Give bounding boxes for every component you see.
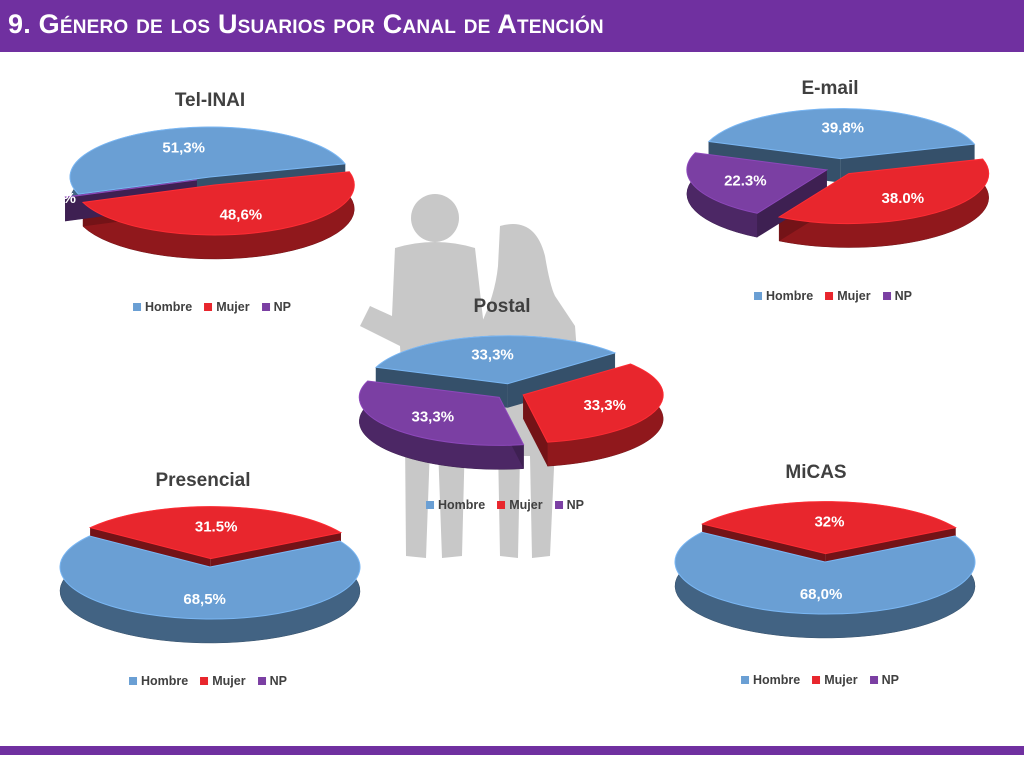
legend-swatch-np [882, 292, 891, 300]
slice-mujer [522, 363, 664, 443]
data-label-mujer: 38.0% [882, 190, 925, 207]
legend-label-mujer: Mujer [212, 674, 246, 688]
legend-item-hombre: Hombre [133, 300, 192, 314]
legend-swatch-hombre [129, 677, 138, 685]
legend-item-hombre: Hombre [129, 674, 188, 688]
title-bar: 9. Género de los Usuarios por Canal de A… [0, 0, 1024, 52]
data-label-hombre: 68,5% [183, 591, 226, 608]
legend-item-mujer: Mujer [825, 289, 871, 303]
legend-swatch-mujer [825, 292, 834, 300]
slice-np [358, 380, 525, 446]
slice-mujer [88, 506, 343, 560]
legend-item-mujer: Mujer [200, 674, 246, 688]
pie-chart-presencial: 68,5% 31.5% [59, 506, 361, 644]
data-label-hombre: 51,3% [162, 139, 205, 156]
slice-hombre [69, 126, 346, 195]
legend-label-hombre: Hombre [766, 289, 814, 303]
legend-label-mujer: Mujer [216, 300, 250, 314]
page-title: 9. Género de los Usuarios por Canal de A… [8, 9, 604, 39]
pie-chart-micas: 68,0% 32% [674, 501, 976, 639]
legend-label-hombre: Hombre [145, 300, 193, 314]
legend-label-np: NP [273, 300, 291, 314]
data-label-mujer: 31.5% [195, 518, 238, 535]
data-label-np: 33,3% [412, 409, 455, 426]
legend-swatch-np [257, 677, 266, 685]
pie-chart-tel-inai: 51,3% 48,6% 0.1% [42, 126, 355, 260]
slice-mujer [81, 171, 355, 236]
legend-swatch-np [554, 501, 563, 509]
legend-label-hombre: Hombre [753, 673, 801, 687]
slice-hombre [374, 335, 617, 385]
legend-item-hombre: Hombre [426, 498, 485, 512]
legend-label-np: NP [894, 289, 912, 303]
legend-swatch-np [261, 303, 270, 311]
legend-swatch-mujer [204, 303, 213, 311]
legend-label-mujer: Mujer [824, 673, 858, 687]
chart-title-tel-inai: Tel-INAI [174, 90, 246, 111]
chart-title-micas: MiCAS [785, 462, 847, 483]
bottom-bar [0, 746, 1024, 755]
legend-item-hombre: Hombre [741, 673, 800, 687]
slice-np [686, 152, 829, 214]
legend-item-mujer: Mujer [204, 300, 250, 314]
chart-title-email: E-mail [801, 78, 859, 99]
legend-label-mujer: Mujer [509, 498, 543, 512]
slice-mujer [777, 158, 990, 225]
legend-swatch-hombre [133, 303, 142, 311]
legend-item-np: NP [554, 498, 584, 512]
slice-mujer [700, 501, 957, 555]
legend-swatch-hombre [754, 292, 763, 300]
legend-item-np: NP [261, 300, 291, 314]
legend-label-np: NP [566, 498, 584, 512]
legend-item-mujer: Mujer [812, 673, 858, 687]
slice-np [64, 179, 197, 198]
legend-label-mujer: Mujer [837, 289, 871, 303]
legend-swatch-mujer [200, 677, 209, 685]
pie-chart-postal: 33,3% 33,3% 33,3% [358, 335, 664, 470]
data-label-hombre: 39,8% [821, 120, 864, 137]
legend-label-np: NP [881, 673, 899, 687]
data-label-mujer: 32% [814, 513, 844, 530]
legend-swatch-mujer [812, 676, 821, 684]
slice-hombre [59, 535, 361, 620]
legend-label-hombre: Hombre [141, 674, 189, 688]
legend-email: Hombre Mujer NP [754, 289, 912, 303]
legend-swatch-hombre [741, 676, 750, 684]
legend-label-np: NP [269, 674, 287, 688]
data-label-mujer: 33,3% [583, 397, 626, 414]
legend-micas: Hombre Mujer NP [741, 673, 899, 687]
legend-label-hombre: Hombre [438, 498, 486, 512]
pie-chart-email: 39,8% 38.0% 22.3% [686, 108, 990, 248]
chart-title-presencial: Presencial [155, 470, 251, 491]
data-label-hombre: 68,0% [800, 586, 843, 603]
data-label-np: 22.3% [724, 173, 767, 190]
legend-item-mujer: Mujer [497, 498, 543, 512]
legend-item-np: NP [257, 674, 287, 688]
legend-item-np: NP [882, 289, 912, 303]
slice-hombre [707, 108, 976, 160]
chart-title-postal: Postal [473, 296, 531, 317]
legend-item-np: NP [869, 673, 899, 687]
legend-presencial: Hombre Mujer NP [129, 674, 287, 688]
data-label-np: 0.1% [42, 190, 76, 207]
data-label-hombre: 33,3% [471, 346, 514, 363]
legend-tel-inai: Hombre Mujer NP [133, 300, 291, 314]
legend-swatch-hombre [426, 501, 435, 509]
legend-swatch-mujer [497, 501, 506, 509]
slice-hombre [674, 531, 976, 615]
slice-edge-mujer-1 [523, 394, 548, 467]
legend-item-hombre: Hombre [754, 289, 813, 303]
legend-postal: Hombre Mujer NP [426, 498, 584, 512]
data-label-mujer: 48,6% [220, 207, 263, 224]
legend-swatch-np [869, 676, 878, 684]
